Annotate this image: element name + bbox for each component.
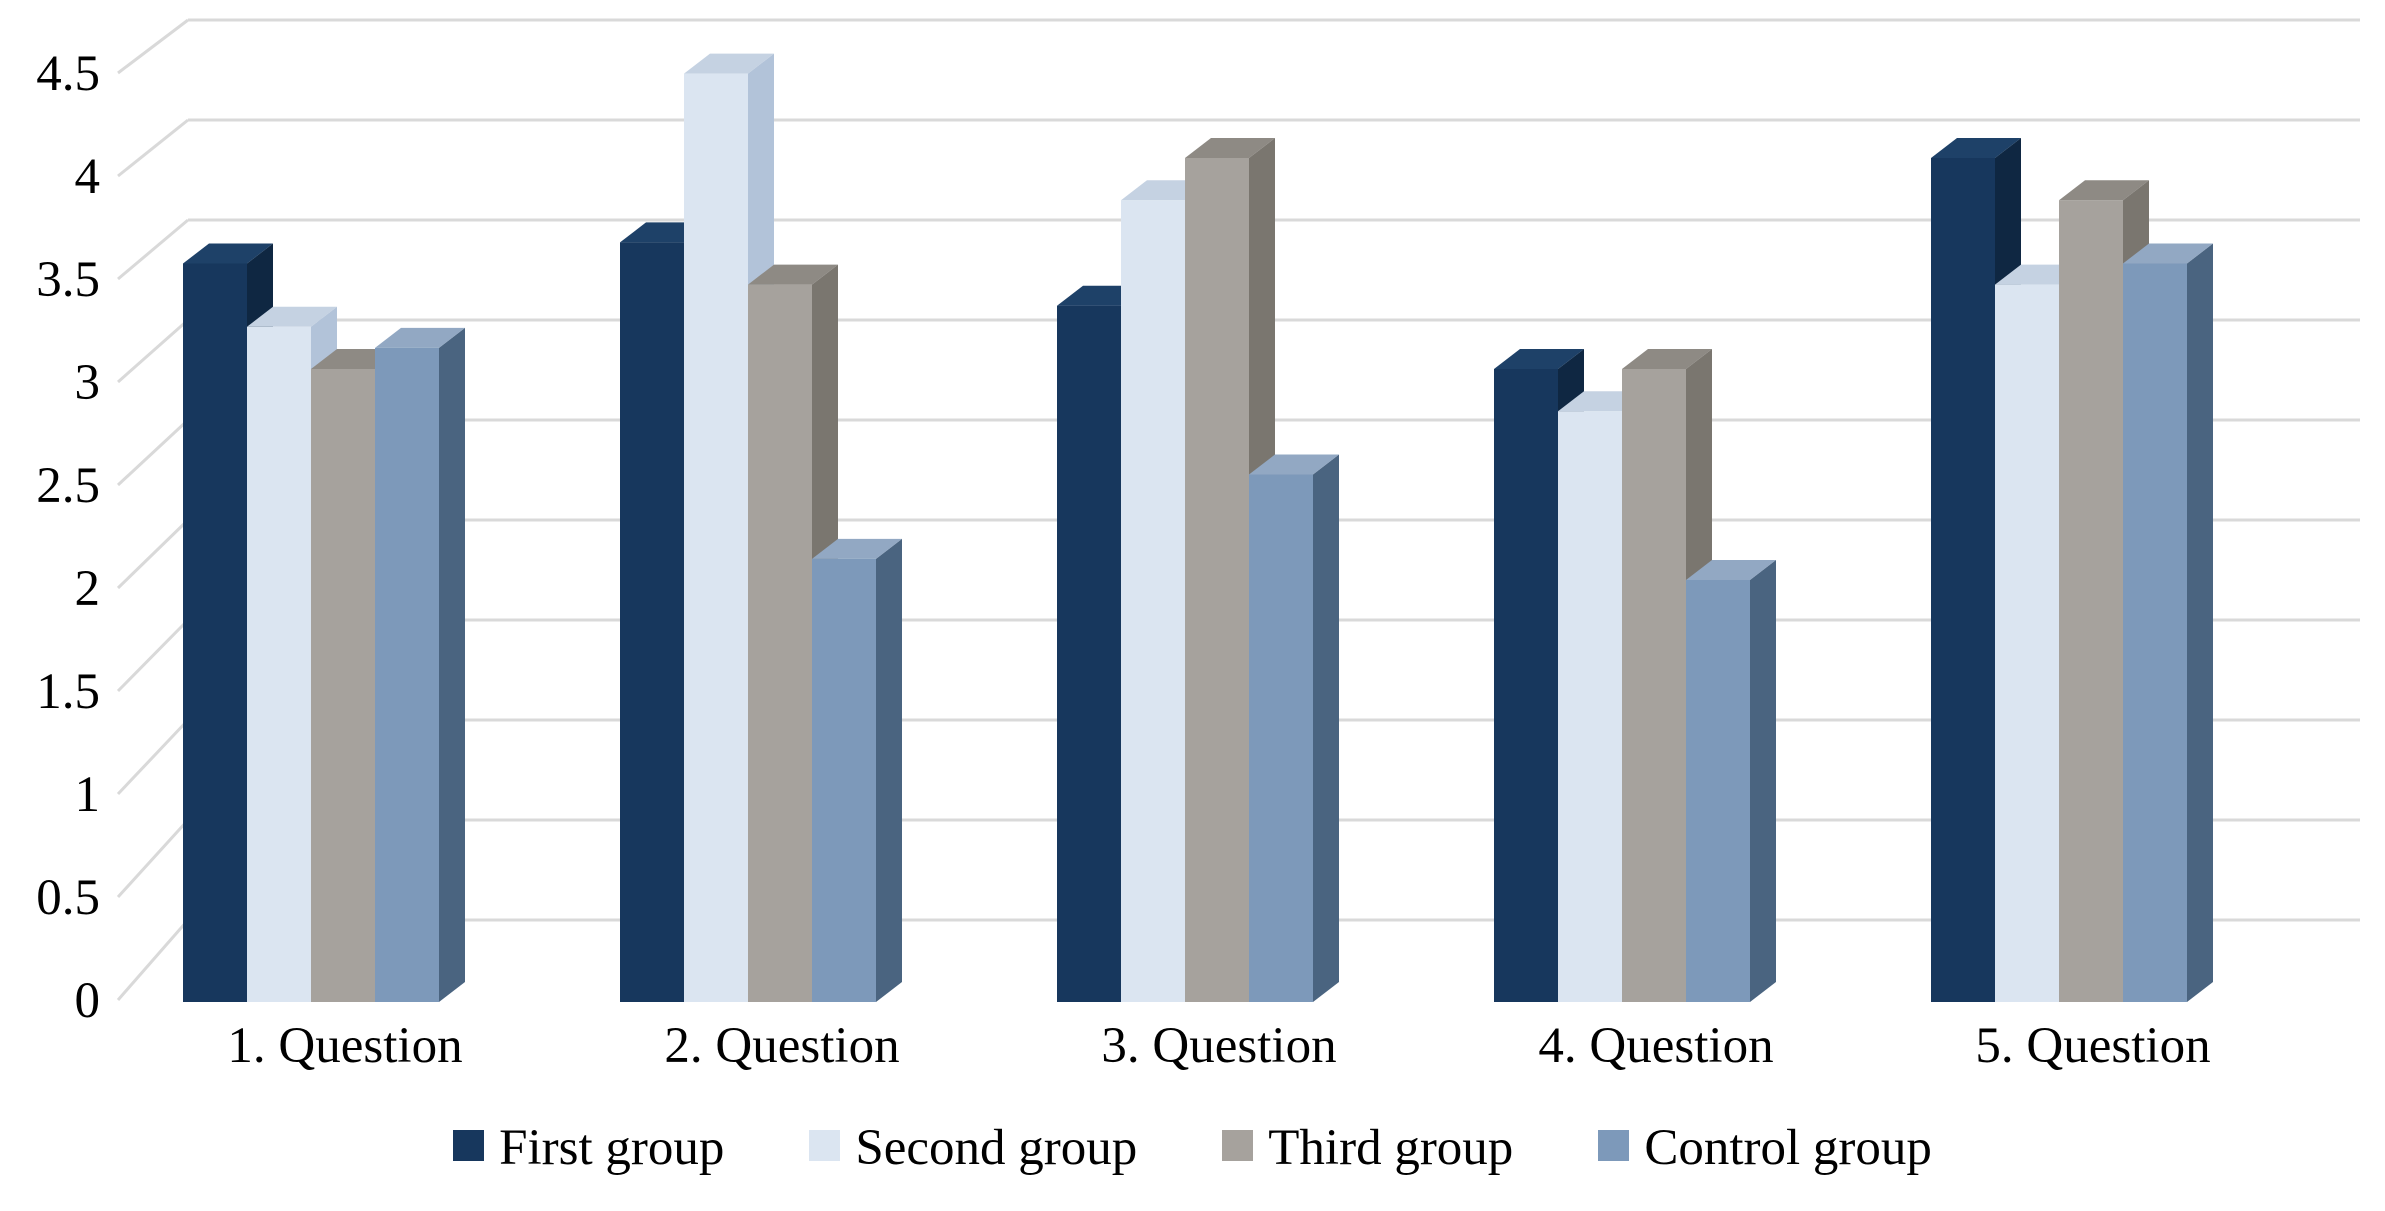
bar-front <box>2123 263 2187 1002</box>
axis-tick-connector <box>116 718 190 796</box>
axis-tick-connector <box>116 418 190 487</box>
bar-top <box>247 306 337 327</box>
category-label: 4. Question <box>1538 1018 1773 1074</box>
bar-front <box>1931 158 1995 1002</box>
axis-tick-connector <box>116 618 190 693</box>
bar-top <box>1686 560 1776 580</box>
legend-swatch <box>1222 1129 1254 1161</box>
bar-top <box>375 327 465 348</box>
bar-front <box>1249 474 1313 1002</box>
y-tick-label: 4 <box>75 149 101 205</box>
axis-tick-connector <box>116 919 190 1001</box>
axis-tick-connector <box>117 318 189 384</box>
bar-cluster <box>1494 349 1776 1002</box>
bar-top <box>684 53 774 74</box>
y-tick-label: 4.5 <box>36 46 100 102</box>
legend-swatch <box>453 1129 485 1161</box>
bar-top <box>1249 454 1339 475</box>
legend-item: Third group <box>1222 1119 1514 1176</box>
chart-legend: First group Second group Third group Contro… <box>0 1098 2385 1198</box>
bar <box>1686 560 1776 1002</box>
bar-front <box>247 326 311 1002</box>
bar-front <box>1558 411 1622 1002</box>
category-label: 2. Question <box>664 1018 899 1074</box>
bar-front <box>1185 158 1249 1002</box>
y-tick-label: 3.5 <box>36 252 100 308</box>
legend-label: Third group <box>1268 1119 1514 1176</box>
bar-top <box>183 243 273 264</box>
category-label: 5. Question <box>1975 1018 2210 1074</box>
bar-cluster <box>1931 138 2213 1003</box>
bar-top <box>1185 138 1275 158</box>
legend-item: Second group <box>809 1119 1138 1176</box>
bar-front <box>1686 580 1750 1002</box>
bar-side <box>1750 560 1776 1002</box>
axis-tick-connector <box>117 118 189 178</box>
bar <box>375 327 465 1002</box>
legend-swatch <box>809 1129 841 1161</box>
axis-tick-connector <box>117 218 189 281</box>
y-tick-label: 1.5 <box>36 664 100 720</box>
bar-cluster <box>1057 138 1339 1002</box>
bar-side <box>1313 454 1339 1002</box>
bar <box>1249 454 1339 1002</box>
bar-chart-3d: 0 0.5 1 1.5 2 2.5 3 3.5 4 4.5 1. Question 2. Questi… <box>36 18 2360 1074</box>
axis-tick-connector <box>117 18 189 75</box>
bar-side <box>2187 243 2213 1002</box>
category-label: 3. Question <box>1101 1018 1336 1074</box>
y-tick-label: 3 <box>75 355 101 411</box>
y-tick-label: 2 <box>75 561 101 617</box>
category-label: 1. Question <box>227 1018 462 1074</box>
bar-top <box>2123 243 2213 264</box>
bar-top <box>1494 349 1584 369</box>
bar <box>2123 243 2213 1002</box>
bar-front <box>2059 200 2123 1002</box>
legend-item: Control group <box>1598 1119 1932 1176</box>
bar-cluster <box>183 243 465 1002</box>
y-tick-label: 0.5 <box>36 870 100 926</box>
bar-front <box>183 263 247 1002</box>
bar-side <box>876 538 902 1002</box>
y-tick-label: 0 <box>75 973 101 1029</box>
bar-top <box>748 264 838 285</box>
legend-item: First group <box>453 1119 725 1176</box>
bar-front <box>311 369 375 1002</box>
bar-front <box>1622 369 1686 1002</box>
legend-label: Second group <box>855 1119 1138 1176</box>
bar-top <box>812 538 902 559</box>
bar-cluster <box>620 53 902 1003</box>
bar-front <box>1121 200 1185 1002</box>
bar-front <box>1494 369 1558 1002</box>
legend-label: Control group <box>1644 1119 1932 1176</box>
bar-top <box>2059 180 2149 201</box>
bar-front <box>748 284 812 1003</box>
bar-front <box>1995 284 2059 1003</box>
bar-side <box>439 327 465 1002</box>
bar <box>812 538 902 1002</box>
bar-top <box>1931 138 2021 158</box>
bar-front <box>375 347 439 1002</box>
bar-top <box>1622 349 1712 369</box>
bar-front <box>684 73 748 1003</box>
y-tick-label: 1 <box>75 767 101 823</box>
axis-tick-connector <box>116 818 190 899</box>
legend-label: First group <box>499 1119 725 1176</box>
legend-swatch <box>1598 1129 1630 1161</box>
bar-front <box>620 242 684 1002</box>
bar-front <box>1057 305 1121 1002</box>
bar-front <box>812 558 876 1002</box>
axis-tick-connector <box>116 518 190 590</box>
y-tick-label: 2.5 <box>36 458 100 514</box>
